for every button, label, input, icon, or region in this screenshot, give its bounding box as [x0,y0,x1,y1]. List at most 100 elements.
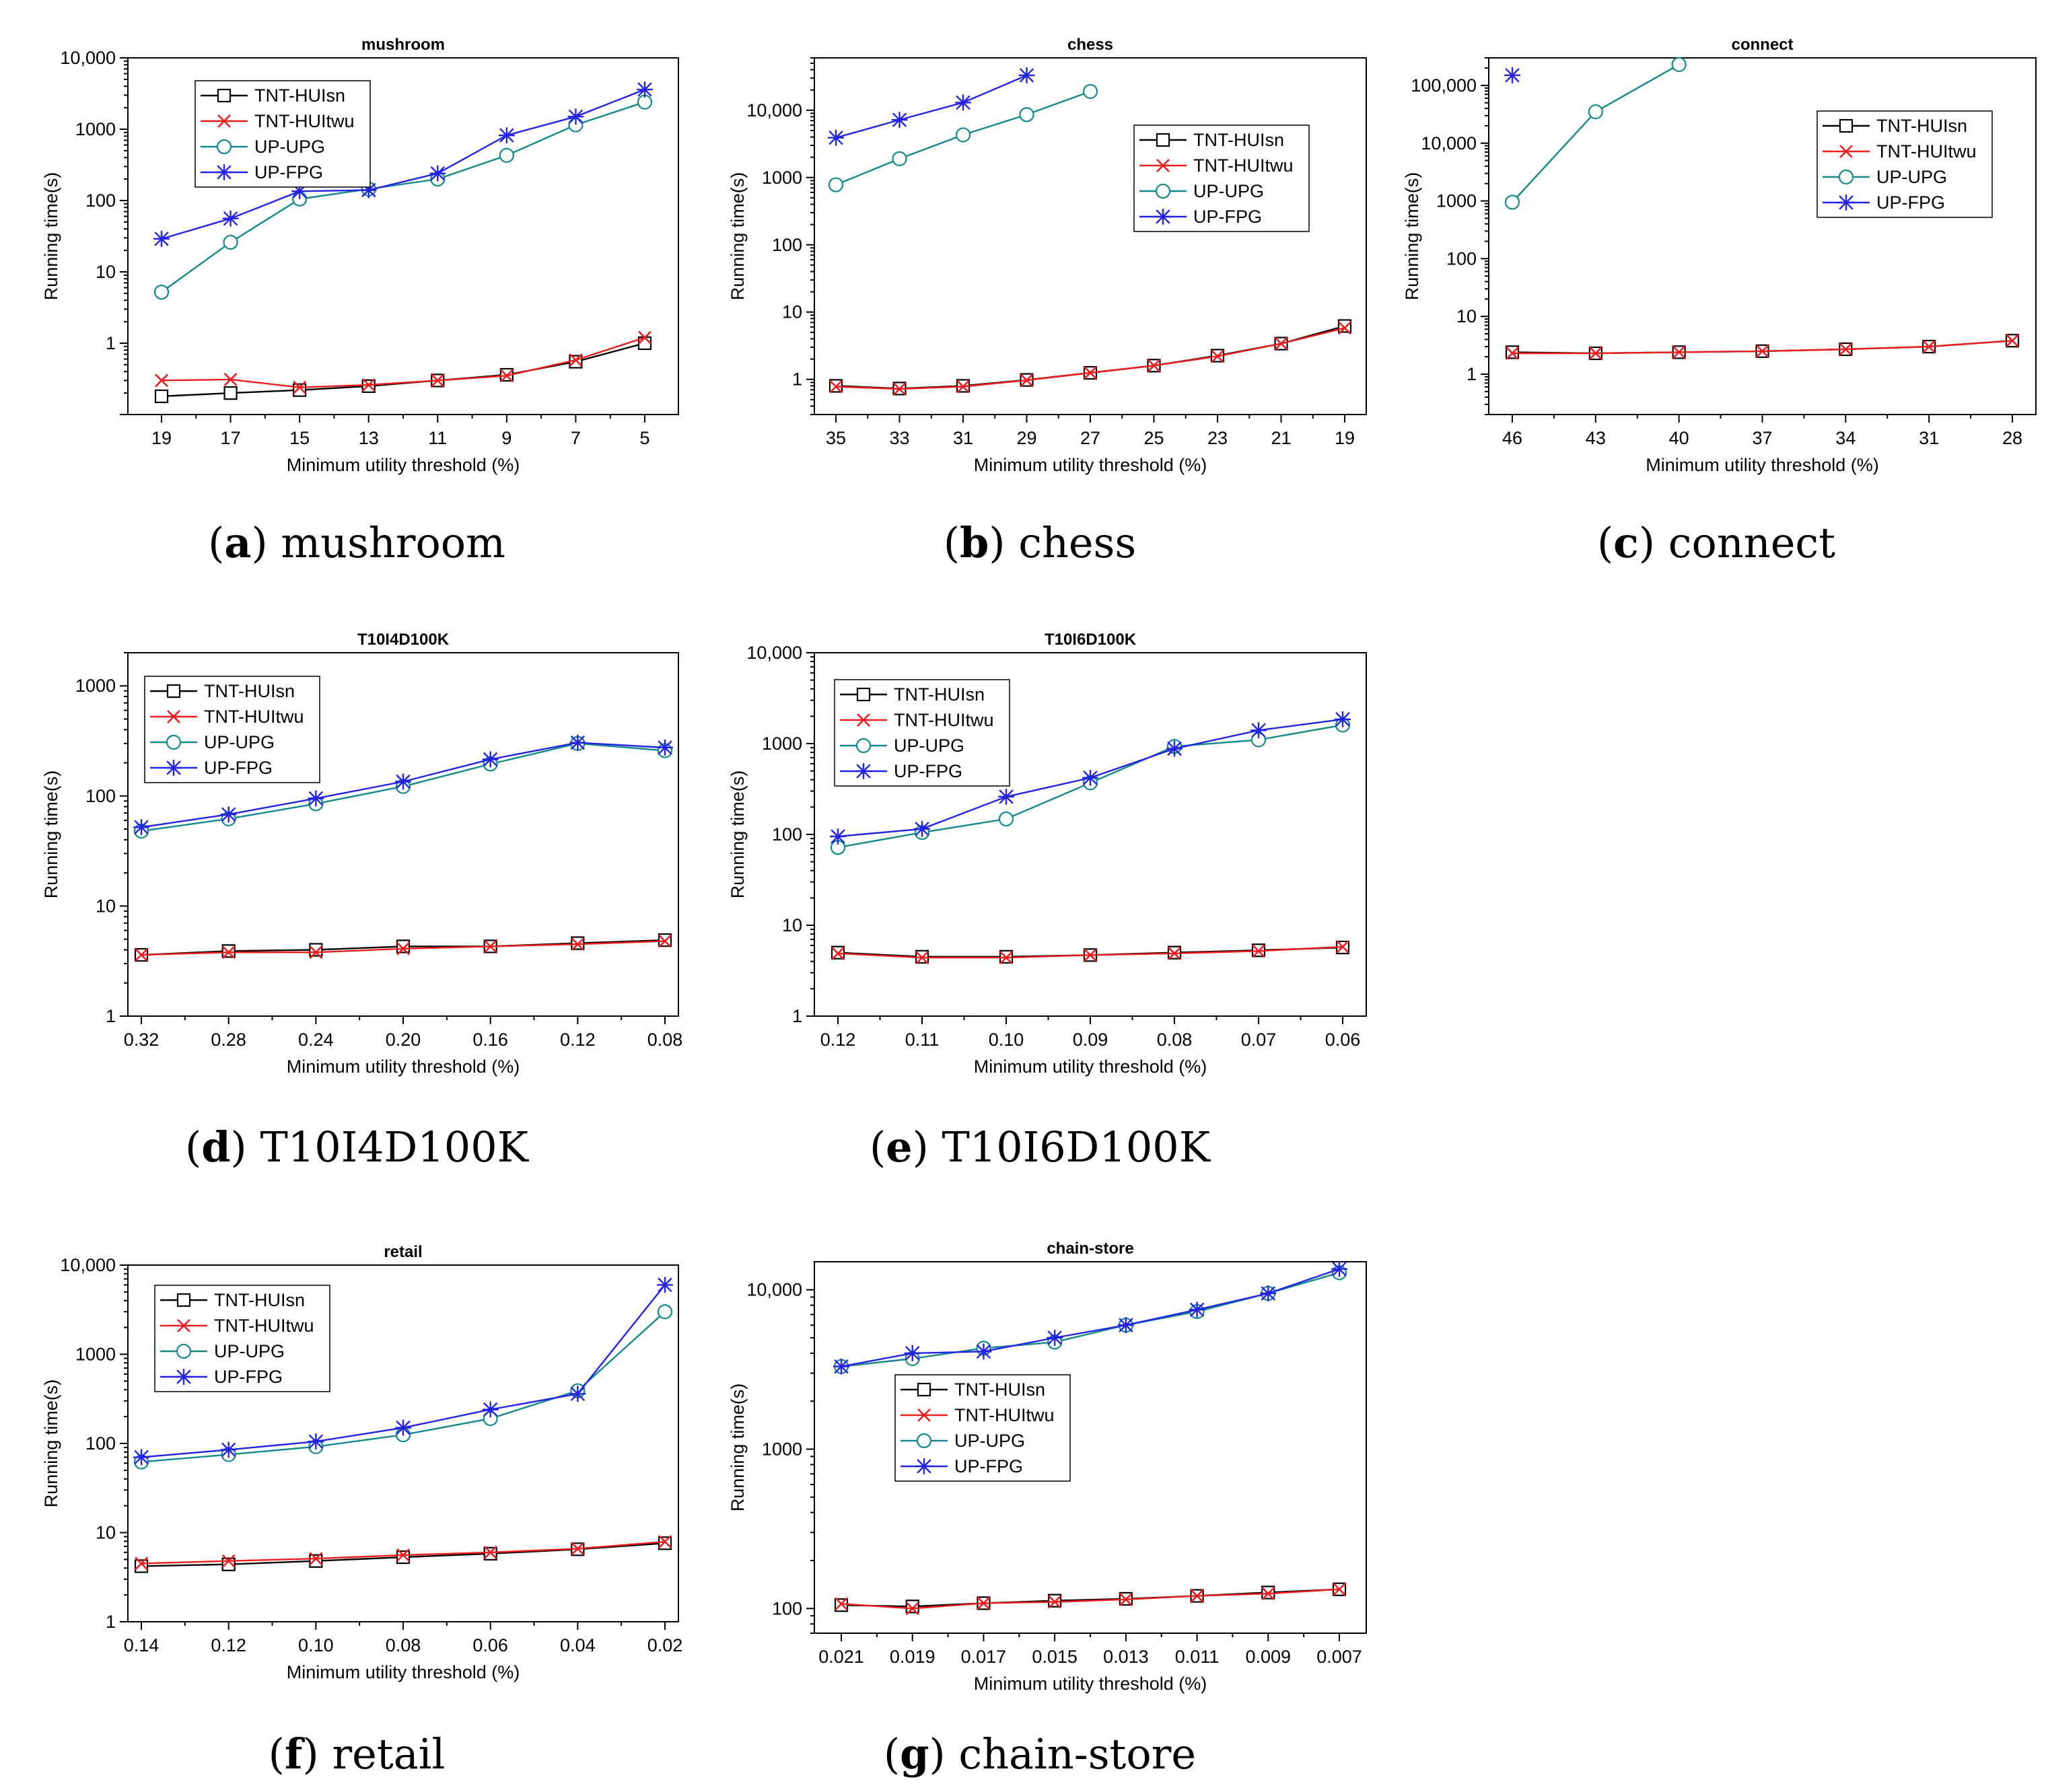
data-point [395,773,411,790]
x-tick-label: 0.10 [298,1635,334,1655]
caption-name: ) connect [1639,518,1835,567]
data-point [1020,373,1034,387]
data-point [1082,83,1098,100]
data-point [220,1441,237,1458]
data-point [220,806,237,823]
series-line [835,74,1027,139]
data-point [1166,740,1183,757]
data-point [571,1542,585,1556]
data-point [1119,1592,1133,1606]
y-tick-label: 100 [85,1433,116,1454]
data-point [498,127,515,144]
legend-marker [176,1293,191,1307]
x-tick-label: 0.24 [298,1030,334,1050]
legend-marker [855,738,872,754]
x-axis-label: Minimum utility threshold (%) [287,1662,520,1682]
y-tick-label: 10,000 [60,48,116,68]
data-point [1671,57,1687,73]
x-tick-label: 35 [826,428,846,448]
legend-marker [916,1433,932,1449]
data-point [2006,334,2019,348]
legend-label: TNT-HUItwu [894,710,994,730]
series-tnt-huitwu [155,330,651,394]
data-point [223,234,238,250]
x-tick-label: 9 [501,428,512,448]
data-point [1922,340,1936,353]
data-point [153,231,170,247]
data-point [483,1546,497,1561]
data-point [1672,345,1686,359]
series-up-fpg [1504,67,1520,83]
series-tnt-huitwu [831,940,1349,965]
data-point [999,951,1013,965]
caption: (b) chess [944,518,1136,567]
legend-label: TNT-HUItwu [214,1316,314,1336]
data-point [569,353,583,367]
x-axis-label: Minimum utility threshold (%) [287,455,520,475]
data-point [133,1449,149,1466]
data-point [396,1548,410,1562]
chart-d: T10I4D100K 1 10 100 1000 0.32 0.28 0.24 0.20 0.16… [41,631,682,1172]
series-up-fpg [133,1277,673,1466]
data-point [828,177,844,192]
data-point [1588,104,1603,120]
data-point [396,1550,411,1565]
data-point [1019,107,1034,122]
caption-paren-open: ( [185,1122,201,1172]
x-tick-label: 0.04 [560,1635,596,1655]
caption: (a) mushroom [208,518,505,567]
data-point [223,372,238,386]
data-point [309,1554,323,1568]
plot-frame [814,57,1367,415]
x-tick-label: 28 [2002,428,2022,448]
data-point [293,380,307,394]
data-point [483,939,497,954]
legend-label: TNT-HUItwu [1193,155,1294,176]
caption: (g) chain-store [884,1729,1196,1779]
caption: (c) connect [1597,518,1835,567]
chart-title: connect [1731,36,1793,54]
caption-name: ) T10I4D100K [231,1122,530,1172]
x-tick-label: 19 [1335,428,1355,448]
caption-letter: e [886,1122,912,1172]
legend-label: UP-FPG [894,761,962,781]
legend-marker [1155,209,1171,225]
x-tick-label: 0.011 [1175,1647,1220,1667]
x-tick-label: 40 [1669,428,1689,448]
legend-marker [176,1369,192,1385]
data-point [1047,1330,1063,1346]
series-line [161,101,645,293]
legend-marker [167,710,180,723]
x-tick-label: 23 [1207,428,1228,448]
chart-c: connect 1 10 100 1000 10,000 100,000 46 43 40 37 34… [1402,36,2037,567]
y-tick-label: 10,000 [746,1280,802,1300]
data-point [1504,194,1520,210]
x-tick-label: 37 [1752,428,1772,448]
chart-title: mushroom [361,36,445,54]
series-up-fpg [833,1260,1347,1375]
y-tick-label: 1000 [762,1439,802,1460]
data-point [499,147,514,163]
x-tick-label: 25 [1143,428,1164,448]
legend-marker [176,1343,192,1359]
legend-label: UP-FPG [214,1367,283,1387]
x-tick-label: 27 [1080,428,1100,448]
data-point [222,210,239,227]
legend-label: UP-UPG [1876,167,1947,187]
data-point [308,1433,324,1450]
y-tick-label: 1 [792,369,802,390]
y-tick-label: 10 [1456,306,1477,326]
chart-e: T10I6D100K 1 10 100 1000 10,000 0.12 0.11 0.10 0.… [728,631,1367,1172]
legend: TNT-HUIsn TNT-HUItwu UP-UPG UP-FPG [144,676,320,783]
series-line [841,1268,1340,1367]
y-tick-label: 100 [85,190,116,211]
data-point [155,373,168,388]
x-tick-label: 0.08 [647,1030,683,1050]
legend-marker [916,1458,932,1474]
series-line [1512,63,1680,203]
series-tnt-huisn [1505,334,2020,361]
legend-marker [857,713,870,727]
data-point [915,951,929,965]
legend-label: UP-FPG [254,162,323,182]
y-tick-label: 10 [96,896,116,916]
